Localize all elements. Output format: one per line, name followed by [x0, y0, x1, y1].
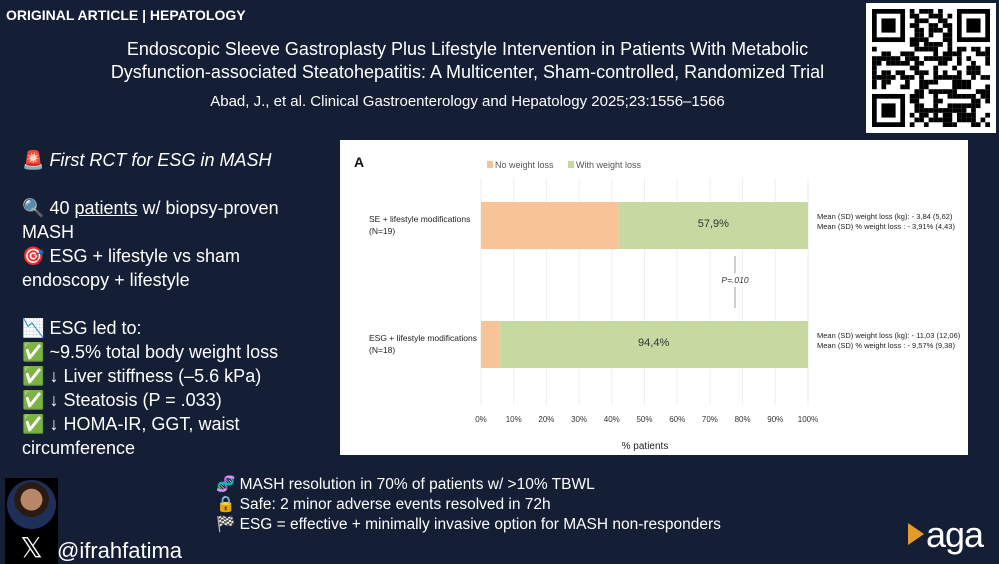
- annotation: Mean (SD) weight loss (kg): - 3,84 (5,62…: [817, 212, 953, 221]
- result-item: ↓ HOMA-IR, GGT, waist circumference: [22, 414, 240, 458]
- x-tick-label: 50%: [636, 415, 652, 424]
- lock-icon: 🔒: [216, 496, 236, 513]
- bar-segment: [481, 321, 500, 368]
- legend-swatch: [568, 161, 574, 168]
- chart-down-icon: 📉: [22, 318, 45, 338]
- text: ESG led to:: [49, 318, 142, 338]
- article-title: Endoscopic Sleeve Gastroplasty Plus Life…: [60, 38, 875, 84]
- x-tick-label: 0%: [475, 415, 487, 424]
- checkered-flag-icon: 🏁: [216, 516, 236, 533]
- check-icon: ✅: [22, 342, 45, 362]
- category-label: SE + lifestyle modifications: [369, 214, 470, 224]
- text: 40: [49, 198, 75, 218]
- x-tick-label: 100%: [798, 415, 818, 424]
- legend-label: No weight loss: [495, 160, 554, 170]
- x-tick-label: 80%: [735, 415, 751, 424]
- aga-text: aga: [926, 514, 984, 555]
- category-label: ESG + lifestyle modifications: [369, 333, 477, 343]
- headline: First RCT for ESG in MASH: [49, 150, 272, 170]
- chart-panel: A 0% 10% 20% 30% 40% 50% 60% 70% 80% 90% 100% No wei…: [340, 140, 968, 455]
- p-value: P=.010: [721, 275, 748, 285]
- check-icon: ✅: [22, 390, 45, 410]
- legend-swatch: [487, 161, 493, 168]
- x-tick-label: 60%: [669, 415, 685, 424]
- x-logo-icon[interactable]: 𝕏: [5, 531, 58, 564]
- result-item: ~9.5% total body weight loss: [49, 342, 279, 362]
- category-n: (N=18): [369, 345, 395, 355]
- text: w/ biopsy-proven MASH: [22, 198, 279, 242]
- article-tag: ORIGINAL ARTICLE | HEPATOLOGY: [6, 7, 246, 23]
- key-points: 🚨 First RCT for ESG in MASH 🔍 40 patient…: [22, 148, 332, 460]
- category-n: (N=19): [369, 226, 395, 236]
- annotation: Mean (SD) weight loss (kg): - 11,03 (12,…: [817, 331, 961, 340]
- annotation: Mean (SD) % weight loss : - 9,57% (9,38): [817, 341, 955, 350]
- result-item: ↓ Steatosis (P = .033): [49, 390, 222, 410]
- patients-link[interactable]: patients: [74, 198, 138, 218]
- qr-code[interactable]: [866, 3, 996, 133]
- check-icon: ✅: [22, 414, 45, 434]
- text: ESG + lifestyle vs sham endoscopy + life…: [22, 246, 241, 290]
- bar-segment: [481, 202, 619, 249]
- title-line: Endoscopic Sleeve Gastroplasty Plus Life…: [126, 39, 809, 59]
- bar-value-label: 57,9%: [698, 218, 729, 230]
- author-avatar: [5, 478, 58, 531]
- dna-icon: 🧬: [216, 476, 236, 493]
- title-line: Dysfunction-associated Steatohepatitis: …: [110, 62, 825, 82]
- x-tick-label: 90%: [767, 415, 783, 424]
- bar-segment: [618, 202, 808, 249]
- bar-segment: [499, 321, 808, 368]
- result-item: ↓ Liver stiffness (–5.6 kPa): [49, 366, 262, 386]
- citation: Abad, J., et al. Clinical Gastroenterolo…: [210, 93, 725, 110]
- bottom-points: 🧬 MASH resolution in 70% of patients w/ …: [216, 475, 721, 535]
- x-tick-label: 30%: [571, 415, 587, 424]
- x-tick-label: 40%: [604, 415, 620, 424]
- bar-value-label: 94,4%: [638, 337, 669, 349]
- panel-label: A: [354, 154, 364, 170]
- annotation: Mean (SD) % weight loss : - 3,91% (4,43): [817, 222, 955, 231]
- point-text: ESG = effective + minimally invasive opt…: [239, 516, 721, 533]
- p-bg: [718, 273, 754, 287]
- siren-icon: 🚨: [22, 150, 45, 170]
- author-handle[interactable]: @ifrahfatima: [57, 538, 183, 563]
- magnifier-icon: 🔍: [22, 198, 45, 218]
- point-text: Safe: 2 minor adverse events resolved in…: [239, 496, 551, 513]
- check-icon: ✅: [22, 366, 45, 386]
- x-axis-label: % patients: [622, 441, 669, 452]
- target-icon: 🎯: [22, 246, 45, 266]
- point-text: MASH resolution in 70% of patients w/ >1…: [239, 476, 595, 493]
- aga-triangle-icon: [908, 523, 924, 545]
- x-tick-label: 70%: [702, 415, 718, 424]
- x-tick-label: 10%: [506, 415, 522, 424]
- legend-label: With weight loss: [576, 160, 642, 170]
- x-tick-label: 20%: [538, 415, 554, 424]
- aga-logo: aga: [908, 514, 984, 556]
